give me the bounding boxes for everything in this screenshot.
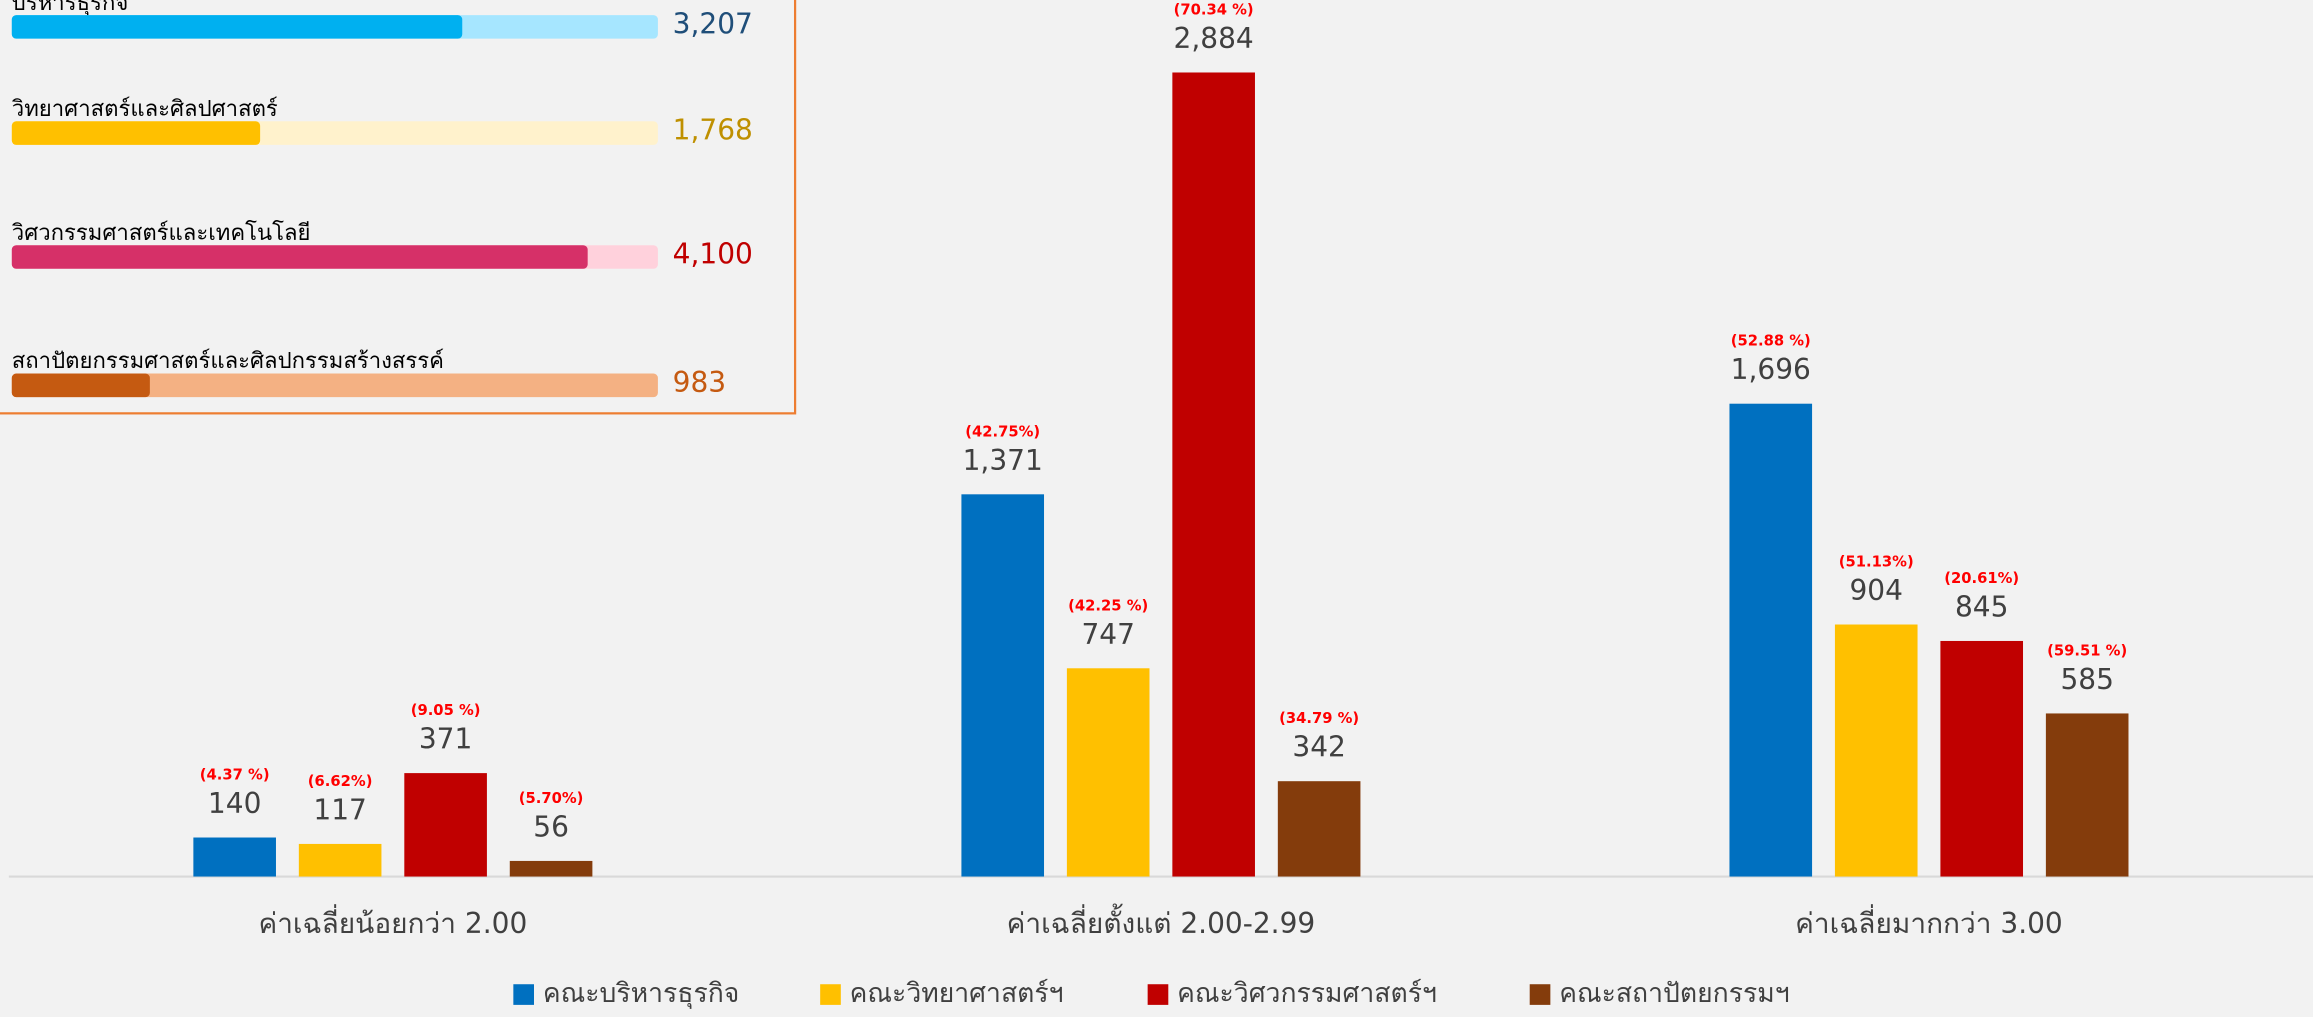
panel-value-label: 1,768 xyxy=(673,114,753,147)
data-label: 585 xyxy=(2060,663,2113,696)
data-label: 845 xyxy=(1955,591,2008,624)
bar xyxy=(298,843,382,877)
share-label: (9.05 %) xyxy=(411,702,481,719)
panel-bar xyxy=(11,121,261,145)
panel-value-label: 4,100 xyxy=(673,238,753,271)
share-label: (70.34 %) xyxy=(1174,2,1254,19)
share-label: (42.75%) xyxy=(965,423,1040,440)
panel-frame xyxy=(0,0,797,415)
share-label: (4.37 %) xyxy=(200,767,270,784)
panel-row-label: วิทยาศาสตร์และศิลปศาสตร์ xyxy=(11,96,278,122)
data-label: 1,371 xyxy=(963,444,1043,477)
share-label: (51.13%) xyxy=(1839,554,1914,571)
share-label: (59.51 %) xyxy=(2047,642,2127,659)
share-label: (5.70%) xyxy=(519,790,584,807)
x-tick-label: ค่าเฉลี่ยตั้งแต่ 2.00-2.99 xyxy=(1007,903,1316,940)
share-label: (52.88 %) xyxy=(1731,333,1811,350)
x-tick-label: ค่าเฉลี่ยมากกว่า 3.00 xyxy=(1795,904,2063,940)
panel-track xyxy=(11,373,658,398)
data-label: 747 xyxy=(1081,618,1134,651)
share-label: (20.61%) xyxy=(1944,570,2019,587)
panel-row-label: วิศวกรรมศาสตร์และเทคโนโลยี xyxy=(11,220,310,246)
bar xyxy=(1277,781,1361,877)
bar xyxy=(2045,713,2129,877)
panel-value-label: 983 xyxy=(673,366,726,399)
panel-row-label: สถาปัตยกรรมศาสตร์และศิลปกรรมสร้างสรรค์ xyxy=(12,348,444,374)
bar xyxy=(404,773,487,877)
data-label: 904 xyxy=(1849,574,1902,607)
bar xyxy=(193,837,276,877)
bar xyxy=(1834,624,1918,877)
legend-swatch xyxy=(820,984,841,1005)
data-label: 117 xyxy=(313,793,366,826)
panel-bar xyxy=(11,373,150,398)
legend-label: คณะวิทยาศาสตร์ฯ xyxy=(850,978,1064,1009)
data-label: 1,696 xyxy=(1731,353,1811,386)
bar xyxy=(1729,403,1813,877)
legend-label: คณะวิศวกรรมศาสตร์ฯ xyxy=(1177,978,1437,1009)
panel-bar xyxy=(11,15,463,39)
legend-swatch xyxy=(513,984,534,1005)
data-label: 56 xyxy=(533,810,569,843)
legend-swatch xyxy=(1147,984,1169,1005)
legend-label: คณะสถาปัตยกรรมฯ xyxy=(1559,978,1789,1009)
data-label: 371 xyxy=(419,723,472,756)
share-label: (34.79 %) xyxy=(1279,710,1359,727)
bar xyxy=(961,494,1045,877)
legend-label: คณะบริหารธุรกิจ xyxy=(543,978,740,1009)
data-label: 2,884 xyxy=(1174,22,1254,55)
bar xyxy=(1172,72,1255,877)
bar xyxy=(509,860,593,877)
share-label: (42.25 %) xyxy=(1068,597,1148,614)
x-tick-label: ค่าเฉลี่ยน้อยกว่า 2.00 xyxy=(258,904,527,940)
data-label: 342 xyxy=(1292,731,1345,764)
panel-row-label: บริหารธุรกิจ xyxy=(12,0,129,16)
share-label: (6.62%) xyxy=(308,773,373,790)
panel-bar xyxy=(11,245,588,269)
legend-swatch xyxy=(1529,984,1551,1005)
bar xyxy=(1940,640,2024,877)
bar xyxy=(1066,668,1150,877)
data-label: 140 xyxy=(208,787,261,820)
panel-value-label: 3,207 xyxy=(673,7,753,40)
